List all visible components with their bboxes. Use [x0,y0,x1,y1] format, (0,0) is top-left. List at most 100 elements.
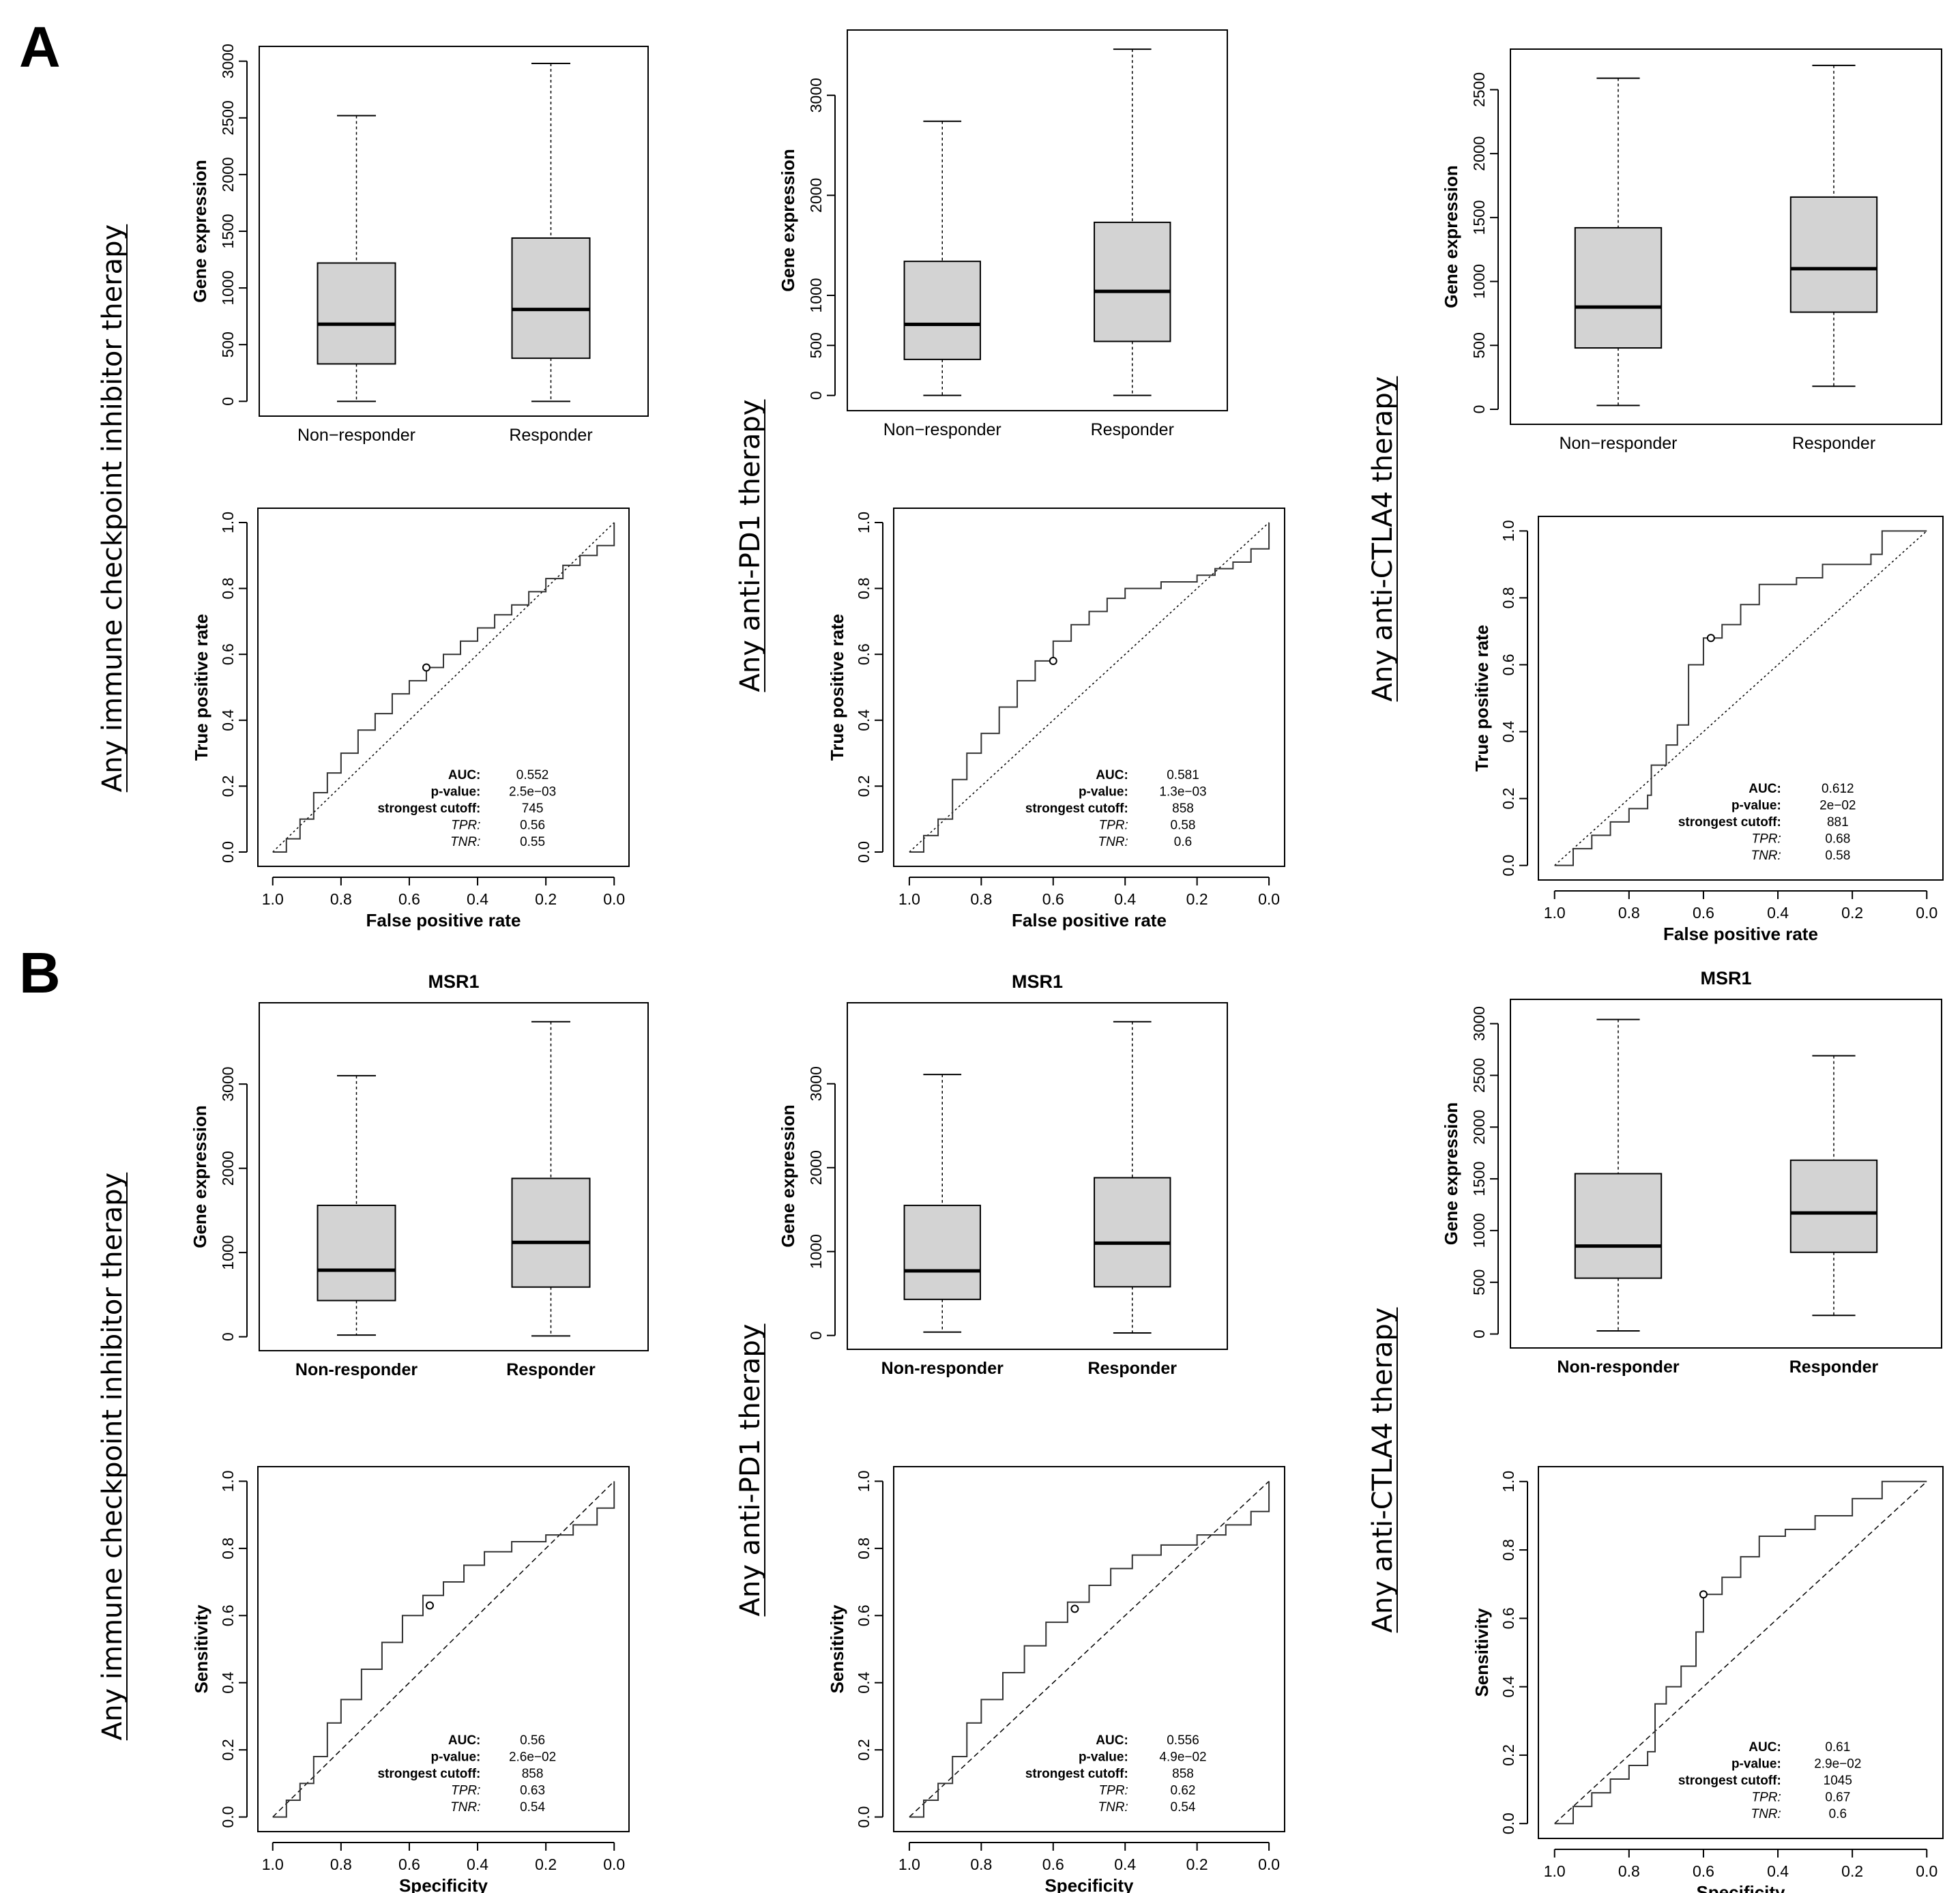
stat-value: 2.5e−03 [509,785,556,799]
x-tick-label: 0.6 [1693,1862,1714,1880]
y-tick-label: 2000 [807,178,825,213]
y-axis-label-group: Sensitivity [1472,1608,1492,1697]
y-tick-label-group: 0.2 [1500,1744,1517,1766]
box-1: Non-responder [295,1076,418,1379]
y-tick-label: 1.0 [1500,1471,1517,1493]
y-tick-label-group: 1000 [1470,1213,1488,1248]
x-axis-label: Specificity [1696,1882,1785,1893]
stat-value: 0.6 [1829,1807,1847,1821]
y-tick-label-group: 3000 [219,1067,237,1102]
y-tick-label: 0 [807,391,825,400]
y-tick-label-group: 1500 [1470,1161,1488,1196]
y-tick-label-group: 1.0 [1500,520,1517,542]
box-2: Responder [509,63,592,445]
stat-key: TPR: [451,1784,480,1798]
box-1: Non-responder [881,1074,1004,1378]
y-tick-label: 0.4 [219,709,237,731]
y-tick-label: 2000 [219,1151,237,1186]
y-tick-label: 1000 [807,1234,825,1269]
panel-letter-b: B [19,941,61,1005]
box-2: Responder [1791,65,1877,453]
plot-title: MSR1 [428,971,479,992]
roc-A-roc-1: 1.0 0.8 0.6 0.4 0.2 0.0 False positive rate 0.0… [191,508,629,930]
stat-key: TPR: [1752,832,1781,847]
category-label: Responder [506,1360,596,1379]
y-tick-label-group: 2000 [219,157,237,192]
y-tick-label: 0.0 [219,841,237,863]
y-tick-label: 500 [219,332,237,357]
y-tick-label-group: 2000 [219,1151,237,1186]
y-tick-label: 0.6 [219,643,237,665]
y-tick-label-group: 0.2 [1500,788,1517,810]
x-tick-label: 0.6 [1042,1855,1064,1873]
category-label: Non−responder [1559,434,1677,453]
cutoff-marker [423,664,430,671]
iqr-box [1094,222,1170,342]
stat-value: 0.62 [1171,1784,1196,1798]
x-tick-label: 1.0 [262,890,284,908]
plot-title: MSR1 [1700,968,1751,988]
box-2: Responder [1789,1056,1879,1377]
stat-key: AUC: [448,768,481,782]
x-axis-label: False positive rate [366,910,521,930]
stat-key: p-value: [1731,1757,1781,1772]
stat-value: 0.58 [1825,849,1850,863]
x-tick-label: 0.4 [1767,1862,1789,1880]
y-tick-label: 2500 [219,100,237,135]
x-tick-label: 0.0 [1916,904,1937,922]
stat-key: TNR: [1751,849,1781,863]
y-tick-label: 3000 [807,78,825,113]
y-tick-label-group: 1.0 [219,512,237,533]
stat-key: p-value: [1079,785,1128,799]
y-tick-label: 3000 [1470,1006,1488,1041]
y-tick-label-group: 0.8 [1500,1539,1517,1561]
y-tick-label: 0.8 [219,1538,237,1559]
stat-key: strongest cutoff: [1678,815,1781,830]
y-tick-label-group: 0.6 [219,643,237,665]
y-axis-label-group: True positive rate [191,614,211,761]
y-tick-label: 3000 [219,1067,237,1102]
y-tick-label: 0 [1470,1330,1488,1338]
y-tick-label: 0.6 [219,1604,237,1626]
cutoff-marker [1071,1605,1078,1612]
x-tick-label: 0.0 [603,890,625,908]
stat-value: 0.552 [516,768,549,782]
y-tick-label-group: 0.0 [219,841,237,863]
y-tick-label-group: 0.0 [855,841,873,863]
row-title-group: Any immune checkpoint inhibitor therapy [97,224,128,792]
stat-value: 0.61 [1825,1740,1850,1755]
y-tick-label-group: 0.6 [855,1604,873,1626]
category-label: Responder [509,426,592,445]
x-tick-label: 0.8 [1618,904,1640,922]
stat-key: p-value: [431,785,481,799]
y-tick-label-group: 2500 [219,100,237,135]
stat-value: 858 [522,1767,544,1781]
y-axis-label-group: Sensitivity [191,1604,211,1694]
row-title: Any anti-PD1 therapy [735,400,766,692]
cutoff-marker [1708,634,1714,641]
y-tick-label-group: 0.0 [219,1806,237,1828]
stat-key: AUC: [448,1733,481,1748]
x-tick-label: 1.0 [1544,1862,1566,1880]
y-axis-label-group: Gene expression [1441,1102,1461,1246]
y-tick-label: 0.8 [219,578,237,600]
y-tick-label: 0.6 [855,1604,873,1626]
y-tick-label-group: 0.0 [1500,855,1517,877]
y-tick-label-group: 0 [807,1331,825,1340]
y-tick-label-group: 500 [1470,1270,1488,1295]
y-tick-label-group: 500 [1470,332,1488,358]
stat-value: 1045 [1824,1774,1852,1788]
stat-key: p-value: [1079,1750,1128,1765]
y-tick-label: 1000 [1470,1213,1488,1248]
stat-value: 0.556 [1167,1733,1199,1748]
stat-value: 0.56 [520,819,545,833]
x-axis-label: Specificity [1044,1875,1134,1893]
y-axis-label: Gene expression [1441,165,1461,308]
y-tick-label: 2500 [1470,72,1488,107]
y-tick-label: 0 [1470,405,1488,414]
y-axis-label: Sensitivity [191,1604,211,1694]
y-tick-label-group: 0.8 [1500,587,1517,608]
x-tick-label: 0.8 [330,1855,352,1873]
y-tick-label: 0.2 [219,775,237,797]
stat-key: TNR: [450,835,480,849]
